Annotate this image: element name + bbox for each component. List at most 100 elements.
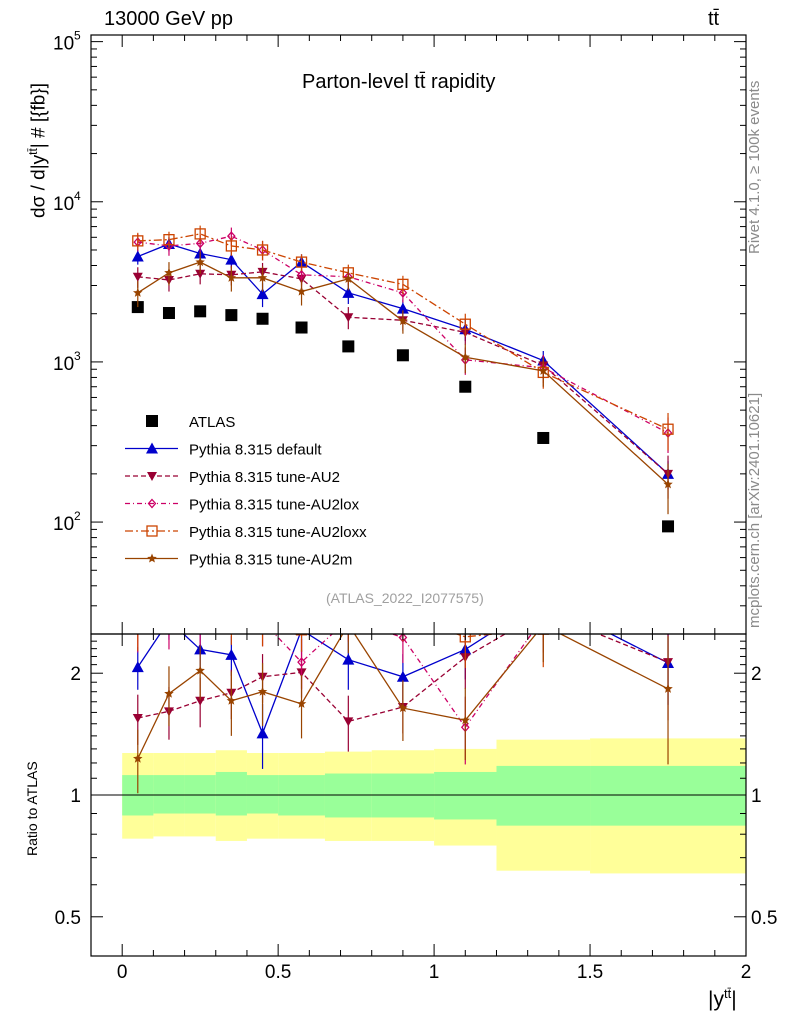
ratio-data-point [537, 634, 549, 635]
ratio-data-point [538, 608, 548, 617]
x-tick-label: 2 [741, 962, 752, 983]
ratio-data-point [226, 695, 237, 705]
ratio-data-point [256, 727, 269, 739]
x-axis-label-suffix: | [731, 988, 737, 1011]
series-pythia-8-315-tune-au2m [133, 252, 673, 515]
series-line [137, 235, 669, 434]
data-point [164, 267, 174, 277]
data-point [342, 286, 355, 298]
x-tick-label: 0 [117, 962, 128, 983]
data-point [226, 272, 237, 282]
ratio-data-point [164, 688, 174, 698]
ratio-data-point [345, 615, 352, 623]
x-axis-label-sup: tt̄ [723, 986, 732, 1001]
ratio-data-point [163, 614, 175, 625]
data-point [257, 272, 268, 282]
ratio-data-point [663, 683, 673, 693]
ratio-data-point [460, 715, 470, 725]
ratio-band-inner [184, 775, 216, 814]
ratio-data-point [259, 617, 266, 625]
data-point [396, 302, 409, 314]
data-point [343, 273, 354, 283]
ratio-data-point [228, 592, 235, 600]
series-line [137, 233, 669, 430]
x-axis-label: |ytt̄| [708, 986, 737, 1012]
ratio-data-point [226, 615, 236, 625]
data-point [460, 352, 470, 362]
data-point [662, 520, 675, 533]
ratio-band-inner [246, 775, 279, 814]
legend-marker [147, 498, 157, 509]
data-point [162, 307, 175, 320]
x-tick-label: 0.5 [265, 962, 291, 983]
main-y-tick-exponent: 5 [74, 29, 81, 43]
data-point [131, 250, 144, 262]
main-y-tick-label: 10 [53, 354, 74, 375]
main-y-tick-exponent: 3 [74, 349, 81, 363]
ratio-band-inner [215, 771, 247, 816]
main-y-tick-label: 10 [53, 34, 74, 55]
ratio-band-inner [590, 765, 746, 826]
series-atlas [131, 301, 675, 533]
ratio-data-point [344, 619, 354, 628]
ratio-data-point [297, 657, 306, 668]
ratio-data-point [197, 619, 204, 627]
ratio-series-pythia-8-315-tune-au2m [133, 619, 673, 794]
legend-marker [147, 472, 157, 481]
legend-label: Pythia 8.315 tune-AU2lox [189, 497, 360, 514]
data-point [662, 423, 674, 435]
data-point [398, 316, 408, 326]
ratio-data-point [398, 703, 408, 713]
legend: ATLAS Pythia 8.315 default Pythia 8.315 tu… [125, 414, 367, 569]
data-point [194, 305, 207, 318]
x-axis-label-text: |y [708, 988, 724, 1011]
ratio-data-point [398, 611, 408, 621]
ratio-series-line [273, 634, 533, 729]
ratio-data-point [195, 696, 206, 706]
legend-label: Pythia 8.315 tune-AU2m [189, 552, 352, 569]
data-point [296, 286, 307, 296]
data-point [194, 228, 206, 240]
x-tick-label: 1 [429, 962, 440, 983]
ratio-data-point [136, 634, 140, 636]
ratio-uncertainty-bands [122, 738, 746, 874]
legend-label: Pythia 8.315 tune-AU2loxx [189, 524, 367, 541]
axes-layer: 10 210 310 410 50 0.5 1 1.5 20.5 0.51 12 2 [53, 29, 777, 983]
data-point [538, 365, 548, 375]
data-point [163, 234, 175, 246]
ratio-data-point [537, 594, 549, 605]
ratio-data-point [296, 698, 307, 708]
legend-marker [146, 415, 158, 427]
ratio-y-tick-label: 1 [70, 786, 81, 807]
ratio-data-point [398, 634, 408, 643]
data-point [256, 312, 269, 325]
data-point [343, 313, 354, 323]
data-point [225, 309, 238, 322]
main-y-tick-label: 10 [53, 514, 74, 535]
analysis-id-label: (ATLAS_2022_I2077575) [326, 590, 484, 606]
ratio-data-point [164, 605, 174, 615]
ratio-data-point [225, 648, 238, 660]
data-point [225, 253, 238, 265]
ratio-data-point [295, 634, 308, 636]
data-point [225, 240, 238, 252]
ratio-data-point [258, 616, 268, 626]
main-plot-title: Parton-level tt̄ rapidity [302, 71, 496, 93]
legend-label: Pythia 8.315 default [189, 442, 322, 459]
data-point [132, 272, 143, 282]
ratio-data-point [540, 613, 547, 621]
ratio-data-point [131, 661, 144, 673]
ratio-data-point [396, 670, 409, 682]
data-point [256, 288, 269, 300]
ratio-data-point [459, 634, 471, 643]
data-point [398, 287, 408, 298]
legend-marker [147, 553, 157, 563]
data-point [396, 349, 409, 362]
ratio-data-point [342, 653, 355, 665]
data-point [132, 235, 144, 247]
data-point [537, 431, 550, 444]
data-point [297, 269, 306, 280]
x-tick-label: 1.5 [577, 962, 603, 983]
data-point [195, 257, 205, 267]
